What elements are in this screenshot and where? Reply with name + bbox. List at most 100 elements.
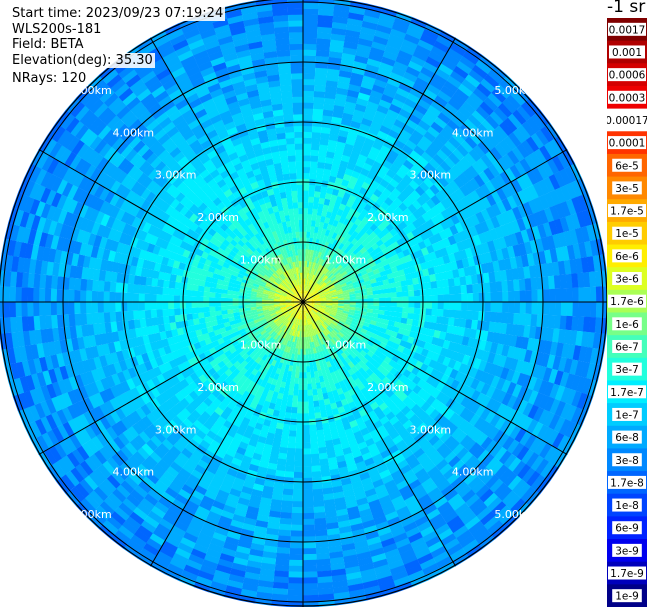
field-cell — [306, 272, 310, 280]
field-cell — [443, 435, 456, 448]
field-cell — [237, 356, 245, 365]
field-cell — [298, 319, 301, 326]
field-cell — [478, 232, 488, 245]
field-cell — [320, 304, 327, 307]
field-cell — [104, 387, 115, 401]
field-cell — [367, 151, 378, 161]
field-cell — [115, 383, 126, 396]
field-cell — [223, 276, 231, 283]
field-cell — [262, 485, 274, 494]
field-cell — [471, 274, 479, 285]
field-cell — [361, 325, 369, 331]
field-cell — [330, 331, 337, 338]
field-cell — [408, 302, 415, 308]
field-cell — [420, 525, 436, 538]
field-cell — [524, 313, 532, 327]
field-cell — [362, 519, 376, 529]
field-cell — [452, 325, 460, 336]
field-cell — [437, 63, 454, 76]
field-cell — [362, 260, 370, 267]
field-cell — [328, 218, 335, 226]
field-cell — [357, 360, 366, 368]
field-cell — [311, 289, 317, 295]
field-cell — [44, 301, 52, 316]
field-cell — [386, 516, 401, 527]
field-cell — [326, 347, 333, 355]
field-cell — [472, 462, 487, 477]
field-cell — [372, 329, 380, 336]
field-cell — [323, 311, 331, 316]
field-cell — [306, 318, 310, 326]
field-cell — [340, 282, 348, 288]
field-cell — [181, 432, 193, 444]
field-cell — [193, 396, 204, 406]
field-cell — [488, 321, 496, 333]
field-cell — [494, 143, 508, 158]
field-cell — [443, 538, 460, 552]
field-cell — [509, 335, 518, 348]
field-cell — [530, 277, 538, 291]
field-cell — [402, 225, 412, 235]
field-cell — [343, 143, 354, 152]
field-cell — [540, 327, 549, 341]
field-cell — [235, 502, 249, 512]
field-cell — [313, 506, 326, 514]
field-cell — [281, 309, 288, 313]
field-cell — [83, 411, 95, 426]
field-cell — [457, 267, 466, 278]
field-cell — [461, 78, 477, 93]
field-cell — [291, 512, 303, 520]
field-cell — [372, 453, 384, 464]
field-cell — [463, 118, 478, 133]
field-cell — [489, 413, 502, 427]
field-cell — [95, 505, 111, 521]
field-cell — [399, 548, 416, 560]
field-cell — [319, 338, 325, 346]
field-cell — [267, 329, 274, 336]
field-cell — [283, 339, 289, 347]
field-cell — [337, 406, 346, 414]
field-cell — [542, 314, 550, 328]
field-cell — [130, 256, 139, 267]
field-cell — [556, 435, 570, 452]
field-cell — [280, 381, 286, 389]
field-cell — [167, 294, 175, 302]
field-cell — [280, 435, 289, 443]
field-cell — [454, 110, 469, 124]
field-cell — [330, 402, 338, 410]
field-cell — [426, 395, 437, 406]
field-cell — [349, 304, 357, 308]
field-cell — [323, 97, 336, 106]
field-cell — [514, 86, 530, 102]
field-cell — [517, 204, 528, 219]
field-cell — [293, 354, 298, 361]
field-cell — [509, 425, 522, 440]
field-cell — [369, 428, 380, 439]
field-cell — [274, 360, 280, 368]
field-cell — [403, 267, 411, 275]
field-cell — [346, 347, 353, 355]
field-cell — [302, 354, 307, 361]
field-cell — [314, 314, 320, 320]
field-cell — [379, 124, 392, 135]
field-cell — [371, 313, 379, 318]
field-cell — [303, 207, 308, 215]
field-cell — [374, 325, 382, 332]
field-cell — [346, 220, 355, 229]
field-cell — [188, 521, 203, 533]
field-cell — [307, 285, 311, 292]
field-cell — [538, 379, 549, 395]
field-cell — [184, 428, 196, 439]
field-cell — [16, 331, 25, 348]
field-cell — [357, 236, 366, 244]
field-cell — [266, 432, 275, 440]
field-cell — [312, 208, 318, 216]
field-cell — [313, 293, 320, 298]
field-cell — [506, 439, 520, 454]
field-cell — [369, 278, 377, 284]
field-cell — [514, 359, 525, 373]
field-cell — [515, 335, 524, 349]
field-cell — [393, 474, 406, 486]
field-cell — [357, 253, 365, 261]
field-cell — [321, 283, 327, 289]
